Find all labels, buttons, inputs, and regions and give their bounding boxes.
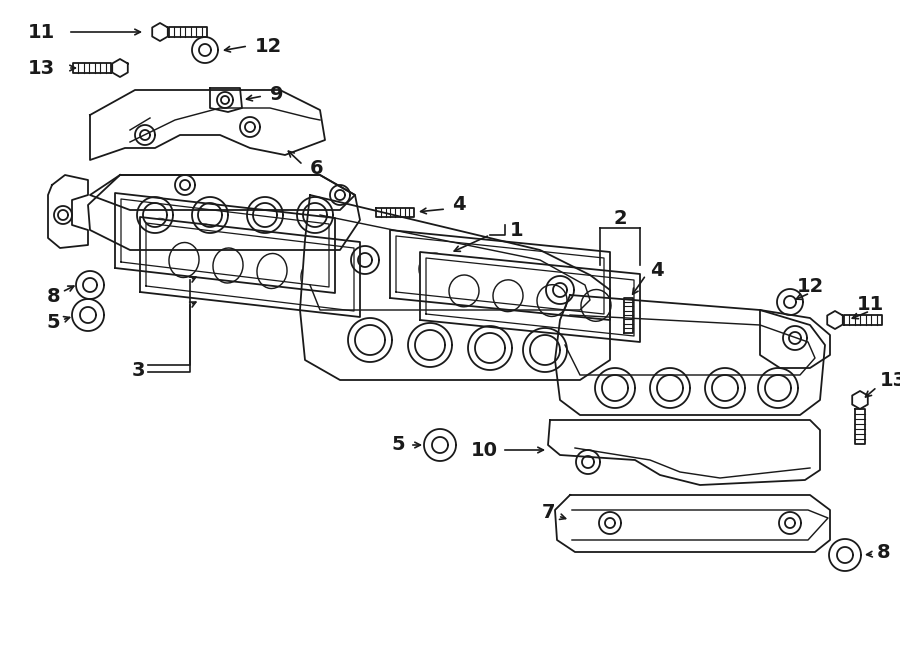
- Text: 5: 5: [392, 436, 405, 455]
- Ellipse shape: [493, 280, 523, 311]
- Polygon shape: [297, 197, 333, 233]
- Text: 13: 13: [880, 371, 900, 389]
- Text: 8: 8: [877, 543, 891, 561]
- Polygon shape: [137, 197, 173, 233]
- Text: 2: 2: [613, 208, 626, 227]
- Ellipse shape: [551, 268, 581, 299]
- Ellipse shape: [232, 229, 262, 264]
- Polygon shape: [624, 297, 633, 332]
- Polygon shape: [576, 450, 600, 474]
- Text: 5: 5: [47, 313, 60, 332]
- Text: 12: 12: [255, 36, 283, 56]
- Text: 11: 11: [857, 295, 884, 313]
- Ellipse shape: [276, 235, 306, 270]
- Ellipse shape: [169, 243, 199, 278]
- Ellipse shape: [301, 259, 331, 294]
- Polygon shape: [348, 318, 392, 362]
- Polygon shape: [72, 299, 104, 331]
- Polygon shape: [555, 495, 830, 552]
- Text: 11: 11: [28, 22, 55, 42]
- Polygon shape: [217, 92, 233, 108]
- Polygon shape: [76, 271, 104, 299]
- Ellipse shape: [463, 258, 493, 290]
- Polygon shape: [555, 295, 825, 415]
- Polygon shape: [88, 175, 360, 250]
- Polygon shape: [192, 197, 228, 233]
- Polygon shape: [152, 23, 167, 41]
- Polygon shape: [210, 88, 242, 112]
- Polygon shape: [300, 195, 610, 380]
- Polygon shape: [705, 368, 745, 408]
- Polygon shape: [424, 429, 456, 461]
- Polygon shape: [844, 315, 882, 325]
- Ellipse shape: [537, 285, 567, 317]
- Ellipse shape: [213, 248, 243, 283]
- Polygon shape: [595, 368, 635, 408]
- Polygon shape: [827, 311, 842, 329]
- Polygon shape: [135, 125, 155, 145]
- Polygon shape: [523, 328, 567, 372]
- Polygon shape: [468, 326, 512, 370]
- Text: 13: 13: [28, 59, 55, 77]
- Text: 3: 3: [131, 360, 145, 379]
- Polygon shape: [90, 90, 325, 160]
- Polygon shape: [783, 326, 807, 350]
- Ellipse shape: [507, 262, 537, 294]
- Polygon shape: [54, 206, 72, 224]
- Text: 4: 4: [452, 196, 465, 215]
- Polygon shape: [650, 368, 690, 408]
- Polygon shape: [408, 323, 452, 367]
- Text: 12: 12: [796, 278, 824, 297]
- Polygon shape: [758, 368, 798, 408]
- Polygon shape: [247, 197, 283, 233]
- Polygon shape: [240, 117, 260, 137]
- Ellipse shape: [188, 224, 218, 259]
- Polygon shape: [855, 409, 865, 444]
- Polygon shape: [760, 310, 830, 368]
- Ellipse shape: [449, 275, 479, 307]
- Ellipse shape: [419, 253, 449, 285]
- Polygon shape: [548, 420, 820, 485]
- Polygon shape: [330, 185, 350, 205]
- Polygon shape: [115, 193, 335, 293]
- Polygon shape: [390, 230, 610, 320]
- Polygon shape: [169, 27, 207, 37]
- Polygon shape: [779, 512, 801, 534]
- Polygon shape: [829, 539, 861, 571]
- Text: 8: 8: [47, 288, 60, 307]
- Polygon shape: [546, 276, 574, 304]
- Text: 7: 7: [542, 502, 555, 522]
- Text: 10: 10: [471, 440, 498, 459]
- Text: 1: 1: [510, 221, 524, 239]
- Ellipse shape: [581, 290, 611, 321]
- Text: 6: 6: [310, 159, 324, 178]
- Polygon shape: [852, 391, 868, 409]
- Polygon shape: [73, 63, 111, 73]
- Polygon shape: [351, 246, 379, 274]
- Polygon shape: [48, 175, 88, 248]
- Polygon shape: [420, 252, 640, 342]
- Polygon shape: [112, 59, 128, 77]
- Polygon shape: [140, 217, 360, 317]
- Polygon shape: [777, 289, 803, 315]
- Ellipse shape: [144, 219, 174, 254]
- Polygon shape: [376, 208, 414, 217]
- Polygon shape: [192, 37, 218, 63]
- Ellipse shape: [257, 254, 287, 288]
- Text: 4: 4: [650, 260, 663, 280]
- Polygon shape: [175, 175, 195, 195]
- Text: 9: 9: [270, 85, 284, 104]
- Polygon shape: [599, 512, 621, 534]
